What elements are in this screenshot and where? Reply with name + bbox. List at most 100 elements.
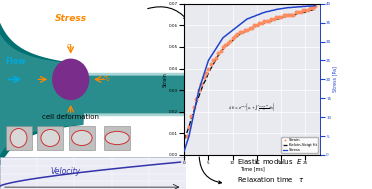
Kelvin-Voigt fit	[230, 39, 235, 42]
Text: Elastic modulus  $E$: Elastic modulus $E$	[237, 157, 303, 166]
Kelvin-Voigt fit	[206, 72, 211, 74]
Bar	[104, 126, 130, 150]
Strain	[193, 97, 199, 100]
Strain	[276, 15, 282, 18]
Strain	[295, 11, 301, 14]
Strain	[251, 24, 257, 27]
Text: $\sigma_y$: $\sigma_y$	[66, 42, 76, 53]
Strain	[312, 4, 318, 7]
Strain	[259, 22, 265, 25]
Strain	[285, 13, 291, 16]
Stress	[196, 90, 201, 92]
Kelvin-Voigt fit	[310, 9, 315, 11]
Text: Velocity: Velocity	[50, 167, 80, 177]
Strain	[191, 106, 197, 109]
Strain	[203, 71, 209, 74]
Text: $\sigma_z$: $\sigma_z$	[102, 75, 111, 84]
Strain	[196, 89, 202, 92]
Strain	[290, 13, 296, 16]
Strain	[225, 41, 231, 44]
Kelvin-Voigt fit	[313, 9, 317, 11]
FancyArrowPatch shape	[199, 157, 221, 184]
Strain	[273, 15, 279, 18]
Bar	[37, 126, 63, 150]
Bar	[0, 157, 186, 189]
Strain	[293, 11, 299, 14]
Strain	[220, 46, 226, 49]
Ellipse shape	[10, 129, 27, 147]
Y-axis label: Strain: Strain	[162, 72, 167, 87]
Ellipse shape	[71, 130, 92, 146]
Strain	[208, 63, 214, 66]
Bar	[69, 126, 95, 150]
Kelvin-Voigt fit	[214, 59, 218, 61]
Stress	[310, 5, 315, 7]
Strain	[222, 43, 228, 46]
Strain	[300, 9, 306, 12]
Stress	[313, 5, 317, 7]
Kelvin-Voigt fit	[196, 95, 201, 98]
Strain	[283, 13, 289, 16]
Strain	[215, 52, 221, 55]
Kelvin-Voigt fit	[305, 9, 310, 11]
Strain	[201, 76, 206, 79]
Strain	[266, 19, 272, 22]
Polygon shape	[0, 23, 186, 166]
Strain	[247, 26, 253, 29]
Strain	[232, 35, 238, 38]
Line: Stress: Stress	[184, 6, 315, 151]
Strain	[280, 13, 286, 16]
Strain	[189, 115, 195, 118]
Stress	[206, 59, 211, 62]
Strain	[244, 28, 250, 31]
Text: $\varepsilon(t)=e^{-t/\tau}\!\left[\varepsilon_0+\int_0^t\frac{\sigma(s)e^{s/\ta: $\varepsilon(t)=e^{-t/\tau}\!\left[\vare…	[228, 101, 276, 113]
Polygon shape	[0, 34, 186, 155]
Legend: Strain, Kelvin-Voigt fit, Stress: Strain, Kelvin-Voigt fit, Stress	[282, 137, 318, 153]
X-axis label: Time [ms]: Time [ms]	[240, 167, 264, 172]
Strain	[230, 37, 235, 40]
Strain	[186, 125, 192, 128]
Strain	[307, 7, 313, 10]
Strain	[198, 82, 204, 85]
Text: cell deformation: cell deformation	[42, 114, 99, 120]
Stress	[182, 150, 186, 152]
Strain	[278, 15, 284, 18]
Strain	[269, 17, 275, 20]
Strain	[256, 22, 262, 25]
Y-axis label: Stress [Pa]: Stress [Pa]	[333, 66, 338, 92]
Bar	[6, 126, 32, 150]
Strain	[227, 39, 233, 42]
Strain	[213, 56, 219, 59]
Strain	[271, 17, 277, 20]
Text: Stress: Stress	[55, 14, 87, 23]
Stress	[298, 6, 303, 8]
Strain	[264, 19, 270, 22]
Strain	[234, 33, 240, 36]
Stress	[214, 48, 218, 50]
Strain	[310, 7, 315, 10]
Line: Kelvin-Voigt fit: Kelvin-Voigt fit	[184, 10, 315, 140]
Strain	[288, 13, 294, 16]
Strain	[184, 134, 190, 137]
Strain	[249, 26, 255, 29]
Strain	[302, 9, 308, 12]
Strain	[298, 11, 304, 14]
Strain	[305, 9, 311, 12]
Strain	[254, 24, 260, 27]
Ellipse shape	[105, 131, 129, 145]
Strain	[242, 28, 248, 31]
FancyArrowPatch shape	[148, 7, 187, 20]
Kelvin-Voigt fit	[298, 11, 303, 14]
Strain	[261, 19, 267, 22]
Strain	[205, 67, 211, 70]
Strain	[239, 30, 245, 33]
Strain	[210, 58, 216, 61]
Strain	[218, 50, 224, 53]
Strain	[237, 30, 243, 33]
Stress	[230, 29, 235, 31]
Text: Flow: Flow	[6, 57, 26, 66]
Text: Relaxation time   $\tau$: Relaxation time $\tau$	[237, 175, 305, 184]
Ellipse shape	[52, 59, 89, 100]
Kelvin-Voigt fit	[182, 139, 186, 141]
Ellipse shape	[41, 129, 60, 146]
